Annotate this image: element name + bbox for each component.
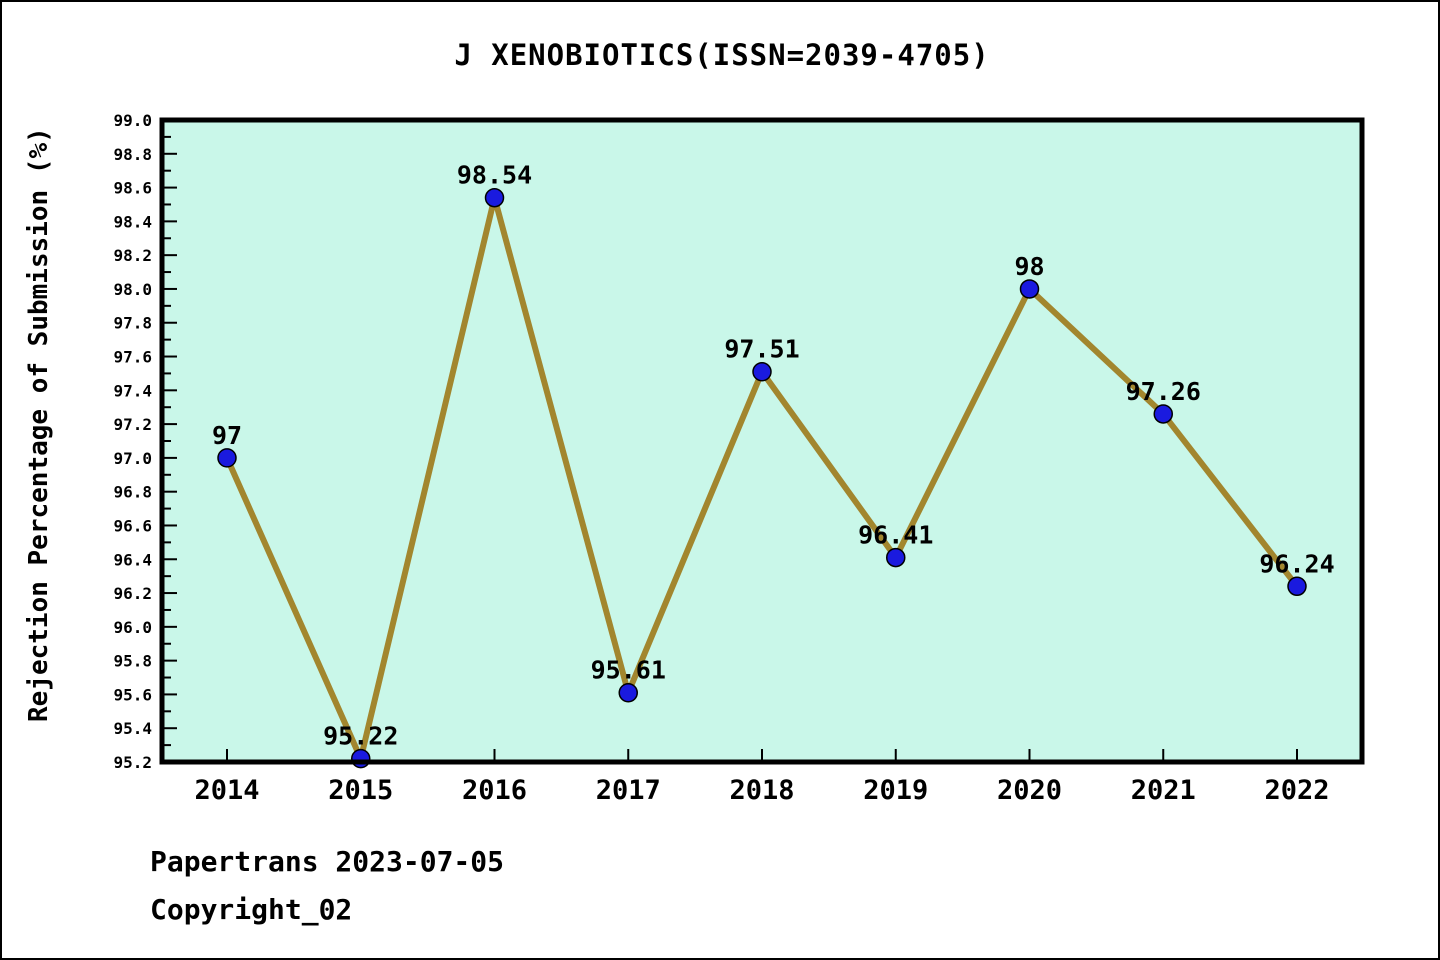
data-point-label: 96.41 (858, 521, 933, 550)
x-axis-tick-label: 2020 (997, 775, 1062, 806)
data-point (1019, 279, 1040, 299)
y-axis-tick-label: 96.4 (113, 550, 152, 569)
data-point-label: 96.24 (1259, 549, 1334, 578)
x-axis-tick-label: 2022 (1264, 775, 1329, 806)
data-point-label: 97.51 (724, 335, 799, 364)
y-axis-tick-label: 96.2 (113, 584, 152, 603)
data-point-label: 95.22 (323, 722, 398, 751)
y-axis-tick-label: 99.0 (113, 111, 152, 130)
y-axis-tick-label: 97.0 (113, 449, 152, 468)
data-point (484, 187, 505, 208)
y-axis-tick-label: 97.4 (113, 381, 152, 400)
y-axis-tick-label: 97.2 (113, 415, 152, 434)
y-axis-tick-label: 98.2 (113, 246, 152, 265)
x-axis-tick-label: 2017 (596, 775, 661, 806)
data-point-label: 98.54 (457, 161, 532, 190)
footer-copyright: Copyright_02 (150, 893, 353, 926)
y-axis-tick-label: 95.4 (113, 719, 152, 738)
y-axis-tick-label: 97.8 (113, 314, 152, 333)
data-point-label: 97.26 (1126, 377, 1201, 406)
data-point (752, 361, 772, 382)
data-point (1153, 404, 1173, 424)
y-axis-tick-label: 97.6 (113, 348, 152, 367)
data-point (886, 547, 906, 568)
y-axis-tick-label: 98.4 (113, 212, 152, 231)
y-axis-tick-label: 98.8 (113, 145, 152, 164)
x-axis-tick-label: 2016 (462, 775, 527, 806)
y-axis-tick-label: 98.6 (113, 179, 152, 198)
x-axis-tick-label: 2015 (328, 775, 393, 806)
x-axis-tick-label: 2021 (1131, 775, 1196, 806)
data-point (1287, 576, 1307, 597)
chart-title: J XENOBIOTICS(ISSN=2039-4705) (454, 38, 990, 72)
plot-background (162, 120, 1362, 762)
y-axis-tick-label: 96.0 (113, 618, 152, 637)
footer-source-date: Papertrans 2023-07-05 (150, 845, 505, 878)
y-axis-tick-label: 95.8 (113, 652, 152, 671)
data-point (618, 682, 638, 703)
x-axis-tick-label: 2019 (863, 775, 928, 806)
y-axis-tick-label: 96.8 (113, 483, 152, 502)
plot-border (159, 117, 1365, 765)
y-axis-tick-label: 95.6 (113, 685, 152, 704)
y-axis-tick-label: 96.6 (113, 516, 152, 535)
chart-footer: Papertrans 2023-07-05 Copyright_02 (150, 838, 504, 934)
data-point (351, 748, 371, 769)
y-axis-tick-label: 98.0 (113, 280, 152, 299)
data-point-label: 95.61 (591, 656, 666, 685)
data-point (217, 448, 237, 468)
x-axis-tick-label: 2018 (729, 775, 794, 806)
data-point-label: 98 (1014, 252, 1044, 281)
y-axis-tick-label: 95.2 (113, 753, 152, 772)
data-point-label: 97 (212, 421, 242, 450)
x-axis-tick-label: 2014 (194, 775, 259, 806)
